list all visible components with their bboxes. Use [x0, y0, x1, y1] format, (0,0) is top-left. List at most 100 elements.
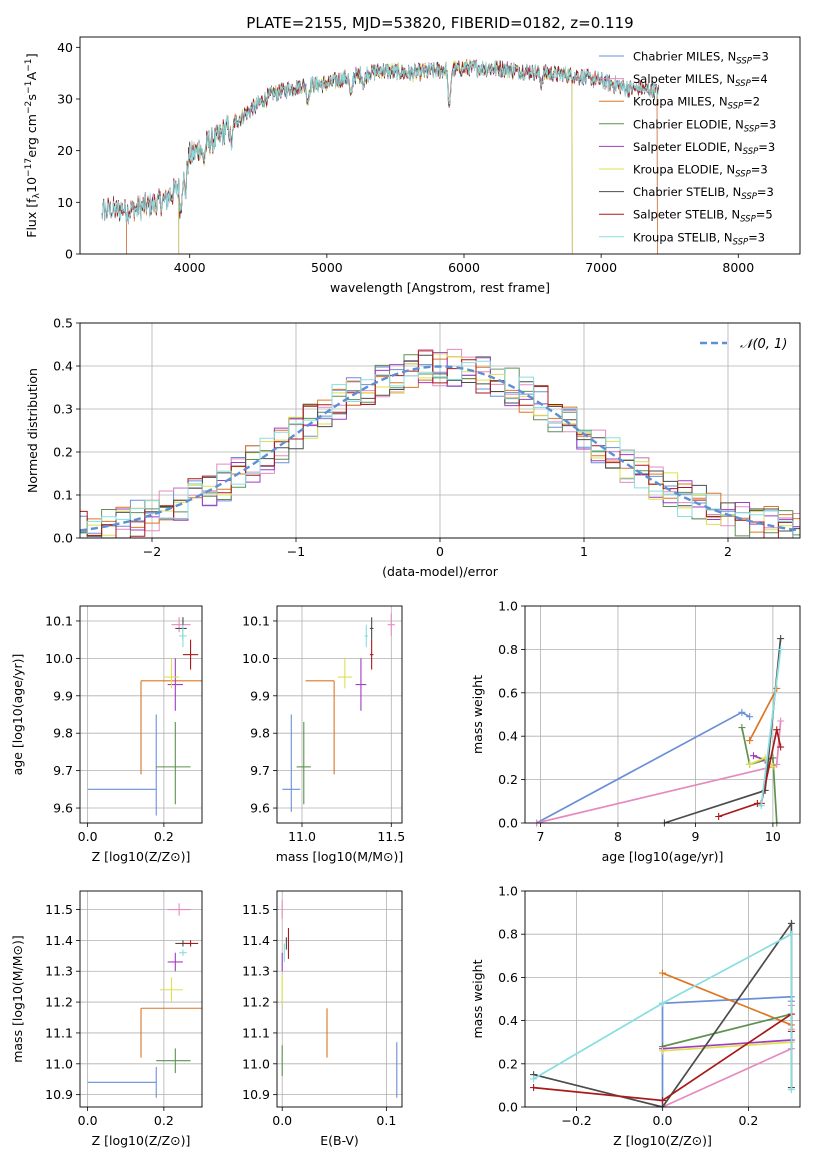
y-tick-label: 0.4: [53, 359, 73, 374]
x-tick-label: 8000: [722, 260, 754, 275]
axes-frame: [524, 890, 801, 1108]
legend-label: Chabrier ELODIE, NSSP=3: [633, 117, 776, 134]
y-tick-label: 10.9: [45, 1087, 73, 1102]
normal-curve: [79, 365, 801, 532]
x-tick-label: 6000: [448, 260, 480, 275]
x-axis-label: age [log10(age/yr)]: [602, 849, 724, 864]
y-tick-label: 0.0: [498, 1100, 518, 1115]
point-marker: [530, 1075, 538, 1083]
point-marker: [746, 713, 754, 721]
y-tick-label: 11.1: [45, 1025, 73, 1040]
point-marker: [787, 930, 795, 938]
weight-vs-Z-chart: −0.2 0.0 0.2 0.0 0.2 0.4 0.6 0.8 1.0 Z [log10(Z/Z…: [470, 884, 801, 1148]
axes-frame: [79, 890, 203, 1108]
y-tick-label: 11.4: [45, 933, 73, 948]
point-marker: [530, 1084, 538, 1092]
y-tick-label: 11.4: [242, 933, 270, 948]
histogram-kroupa-stelib: [80, 360, 800, 538]
y-tick-label: 0.4: [498, 729, 518, 744]
axes-frame: [79, 605, 203, 824]
x-tick-label: 11.0: [288, 829, 316, 844]
residuals-chart: −2 −1 0 1 2 0.0 0.1 0.2 0.3 0.4 0.5 (data-model)/er…: [25, 316, 801, 579]
y-tick-label: 0.2: [498, 772, 518, 787]
x-tick-label: 7: [537, 829, 545, 844]
series-kroupa-stelib: [533, 932, 793, 1090]
y-tick-label: 0.5: [53, 316, 73, 331]
histogram-chabrier-elodie: [80, 354, 800, 538]
legend-label: Salpeter MILES, NSSP=4: [633, 72, 768, 89]
point-marker: [750, 752, 758, 760]
y-tick-label: 9.7: [250, 763, 270, 778]
series-kroupa-miles: [748, 688, 778, 741]
legend-label: Chabrier STELIB, NSSP=3: [633, 185, 774, 202]
x-tick-label: 9: [691, 829, 699, 844]
series-kroupa-elodie: [662, 1041, 792, 1052]
y-tick-label: 9.6: [250, 801, 270, 816]
point-marker: [746, 760, 754, 768]
y-axis-label: mass [log10(M/M⊙)]: [10, 935, 25, 1063]
legend-label: Salpeter ELODIE, NSSP=3: [633, 140, 775, 157]
y-axis-label: Flux [fλ 10−17 erg cm−2 s−1 A−1 ]: [24, 53, 42, 238]
y-tick-label: 9.9: [53, 688, 73, 703]
spectrum-kroupa-stelib: [101, 60, 660, 224]
point-marker: [746, 737, 754, 745]
x-tick-label: 0.0: [272, 1113, 292, 1128]
y-tick-label: 10: [57, 195, 73, 210]
y-tick-label: 40: [57, 40, 73, 55]
series-kroupa-stelib: [760, 649, 782, 806]
point-marker: [787, 1086, 795, 1094]
y-tick-label: 0.8: [498, 927, 518, 942]
x-axis-label: E(B-V): [320, 1133, 359, 1148]
point-marker: [659, 1097, 666, 1105]
point-marker: [738, 724, 746, 732]
point-marker: [769, 763, 777, 771]
y-tick-label: 0: [65, 247, 73, 262]
x-tick-label: 0.1: [376, 1113, 396, 1128]
x-axis-label: wavelength [Angstrom, rest frame]: [330, 280, 550, 295]
x-tick-label: 1: [580, 544, 588, 559]
point-marker: [773, 726, 781, 734]
y-tick-label: 11.2: [242, 995, 270, 1010]
y-tick-label: 1.0: [498, 599, 518, 614]
axes-frame: [276, 605, 403, 824]
x-tick-label: −1: [287, 544, 305, 559]
spectrum-salpeter-elodie: [178, 59, 573, 254]
spectrum-kroupa-miles: [126, 59, 658, 254]
x-tick-label: −0.2: [561, 1113, 591, 1128]
axes-frame: [79, 36, 801, 255]
x-tick-label: 5000: [311, 260, 343, 275]
histogram-salpeter-elodie: [80, 352, 800, 538]
point-marker: [659, 969, 666, 977]
y-tick-label: 0.3: [53, 402, 73, 417]
mass-vs-Z-chart: 0.0 0.2 10.9 11.0 11.1 11.2 11.3 11.4 11.5 Z [log…: [10, 890, 203, 1148]
x-tick-label: −2: [143, 544, 161, 559]
y-tick-label: 0.2: [53, 445, 73, 460]
x-tick-label: 0.2: [154, 829, 174, 844]
y-tick-label: 9.8: [53, 726, 73, 741]
y-tick-label: 10.0: [242, 651, 270, 666]
axes-frame: [524, 605, 801, 824]
legend-label: Kroupa MILES, NSSP=2: [633, 95, 760, 112]
y-tick-label: 11.2: [45, 995, 73, 1010]
y-tick-label: 10.1: [242, 613, 270, 628]
y-tick-label: 0.0: [498, 816, 518, 831]
figure-title: PLATE=2155, MJD=53820, FIBERID=0182, z=0…: [246, 14, 633, 32]
point-marker: [659, 1047, 666, 1055]
series-chabrier-miles: [661, 995, 793, 1107]
mass-vs-EBV-chart: 0.0 0.1 10.9 11.0 11.1 11.2 11.3 11.4 11.5 E(B-V): [242, 890, 403, 1148]
y-tick-label: 0.4: [498, 1013, 518, 1028]
axes-frame: [79, 322, 801, 539]
x-tick-label: 7000: [585, 260, 617, 275]
x-tick-label: 10: [765, 829, 781, 844]
spectrum-chabrier-miles: [126, 58, 658, 254]
point-marker: [777, 635, 785, 643]
x-axis-label: (data-model)/error: [382, 564, 499, 579]
legend-label: Kroupa STELIB, NSSP=3: [633, 230, 765, 247]
point-marker: [777, 645, 785, 653]
y-axis-label: mass weight: [470, 959, 485, 1038]
legend-label: 𝒩(0, 1): [740, 337, 787, 352]
x-axis-label: Z [log10(Z/Z⊙)]: [613, 1133, 712, 1148]
x-tick-label: 0.0: [653, 1113, 673, 1128]
spectrum-salpeter-miles: [126, 59, 658, 254]
